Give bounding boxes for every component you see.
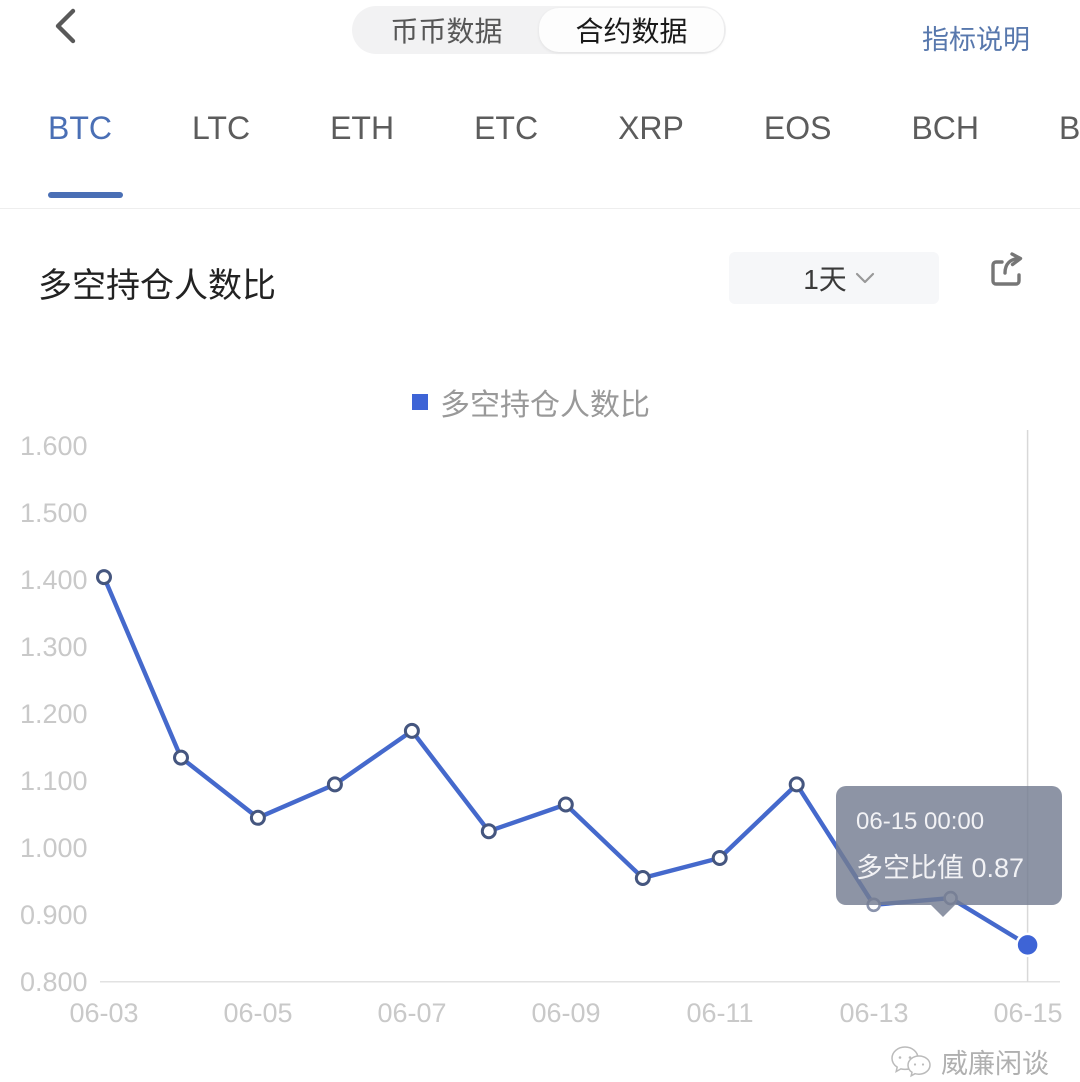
svg-text:06-13: 06-13 bbox=[839, 998, 908, 1028]
svg-text:06-09: 06-09 bbox=[531, 998, 600, 1028]
svg-text:06-11: 06-11 bbox=[686, 998, 753, 1028]
svg-text:06-05: 06-05 bbox=[223, 998, 292, 1028]
svg-text:1.500: 1.500 bbox=[20, 498, 88, 528]
svg-text:1.400: 1.400 bbox=[20, 565, 88, 595]
svg-text:0.800: 0.800 bbox=[20, 967, 88, 997]
svg-text:06-07: 06-07 bbox=[377, 998, 446, 1028]
svg-text:0.900: 0.900 bbox=[20, 900, 88, 930]
svg-text:1.600: 1.600 bbox=[20, 431, 88, 461]
svg-text:06-03: 06-03 bbox=[69, 998, 138, 1028]
svg-text:1.000: 1.000 bbox=[20, 833, 88, 863]
svg-text:1.300: 1.300 bbox=[20, 632, 88, 662]
svg-text:1.100: 1.100 bbox=[20, 766, 88, 796]
svg-text:06-15: 06-15 bbox=[993, 998, 1062, 1028]
svg-text:1.200: 1.200 bbox=[20, 699, 88, 729]
